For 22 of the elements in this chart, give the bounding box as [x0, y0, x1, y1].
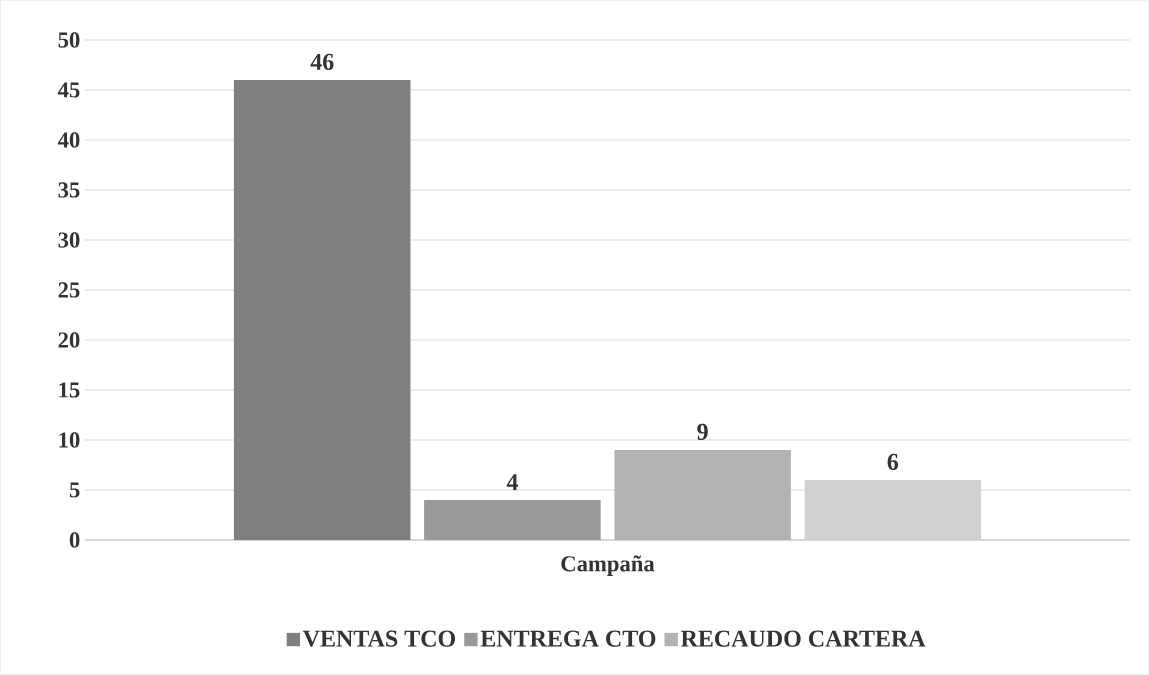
y-tick-label: 10: [59, 432, 80, 448]
y-tick-label: 40: [57, 132, 80, 148]
data-label: 6: [887, 453, 899, 470]
y-tick-label: 5: [69, 482, 80, 498]
bar: [233, 79, 411, 540]
legend-label: ENTREGA CTO: [480, 630, 656, 647]
y-tick-label: 50: [58, 32, 80, 48]
bar: [614, 450, 791, 540]
y-tick-label: 25: [58, 282, 80, 298]
y-tick-label: 20: [58, 332, 80, 348]
data-label: 4: [506, 474, 518, 490]
data-label: 46: [310, 53, 334, 70]
legend-label: RECAUDO CARTERA: [680, 630, 926, 647]
y-tick-label: 15: [59, 382, 80, 398]
y-tick-label: 45: [57, 82, 80, 98]
y-tick-label: 35: [58, 182, 80, 198]
data-label: 9: [697, 423, 708, 440]
x-tick-label: Campaña: [561, 555, 655, 576]
y-tick-label: 30: [58, 232, 80, 248]
legend-label: VENTAS TCO: [302, 630, 456, 647]
bar: [424, 500, 601, 540]
y-tick-label: 0: [69, 532, 80, 548]
